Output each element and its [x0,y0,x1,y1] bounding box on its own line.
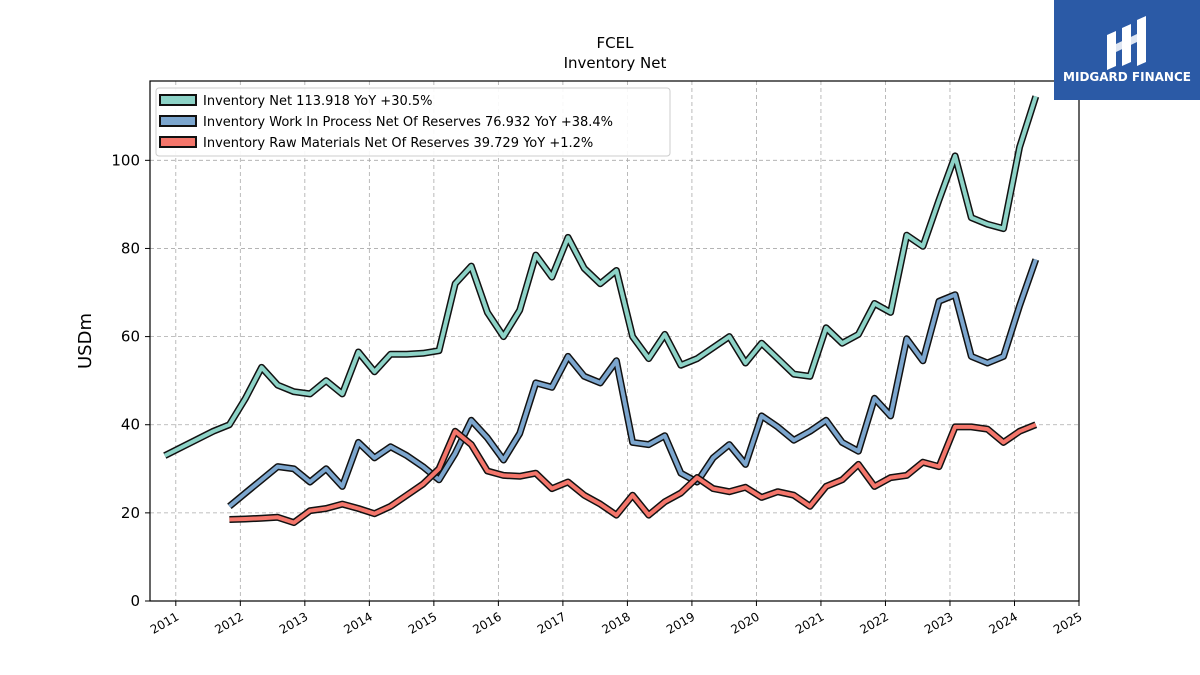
series-lines [163,95,1040,527]
legend-swatch [159,136,197,148]
legend-swatch [159,94,197,106]
logo-mark-icon [1107,16,1146,70]
y-tick-label: 80 [121,239,140,257]
y-tick-label: 60 [121,328,140,346]
chart-subtitle: Inventory Net [564,54,667,72]
y-axis-label: USDm [75,313,96,369]
y-tick-label: 100 [111,151,140,169]
legend-label: Inventory Net 113.918 YoY +30.5% [203,94,433,109]
plot-frame [149,80,1080,602]
series-line-2 [228,258,1038,508]
chart-title: FCEL [597,34,635,52]
legend-label: Inventory Raw Materials Net Of Reserves … [203,136,593,151]
y-tick-label: 40 [121,416,140,434]
logo-text: MIDGARD FINANCE [1063,70,1191,84]
y-axis: 0 20 40 60 80 100 [111,151,150,610]
series-line-3 [229,422,1037,525]
legend-label: Inventory Work In Process Net Of Reserve… [203,115,613,130]
series-line-1 [163,95,1038,458]
y-tick-label: 0 [130,592,140,610]
legend: Inventory Net 113.918 YoY +30.5% Inventor… [155,87,671,157]
brand-logo: MIDGARD FINANCE [1054,0,1200,100]
legend-box [155,87,671,157]
legend-swatch [159,115,197,127]
y-tick-label: 20 [121,504,140,522]
